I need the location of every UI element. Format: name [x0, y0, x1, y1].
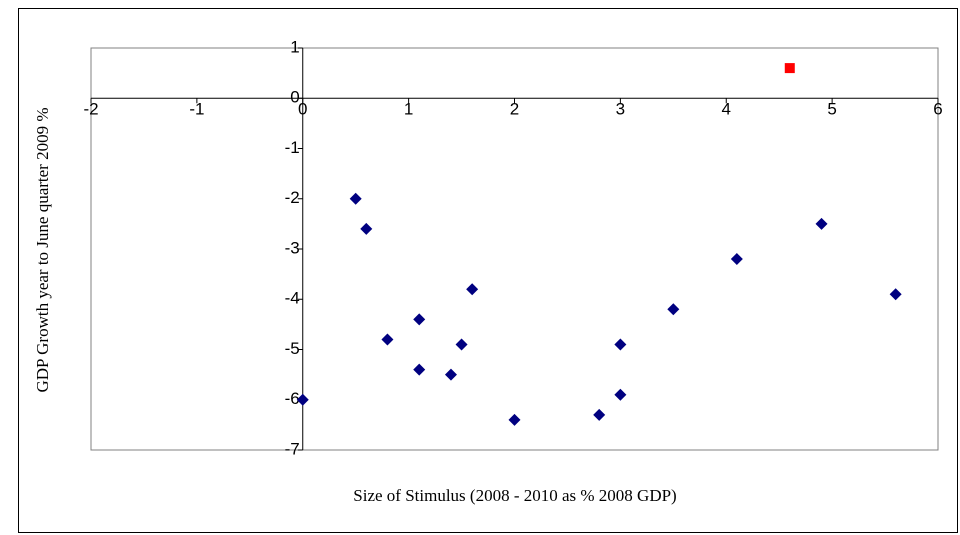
x-tick-label: 4	[722, 100, 731, 119]
y-tick-label: 0	[290, 88, 299, 107]
point	[381, 333, 394, 346]
point	[593, 408, 606, 421]
point	[444, 368, 457, 381]
point	[455, 338, 468, 351]
point	[815, 217, 828, 230]
point	[667, 303, 680, 316]
plot-area	[90, 47, 939, 451]
point	[413, 313, 426, 326]
y-axis-title: GDP Growth year to June quarter 2009 %	[33, 108, 52, 393]
point	[614, 388, 627, 401]
y-tick-label: -3	[285, 238, 300, 257]
x-tick-label: -2	[83, 100, 98, 119]
point	[296, 393, 309, 406]
x-tick-label: -1	[189, 100, 204, 119]
x-axis-title: Size of Stimulus (2008 - 2010 as % 2008 …	[353, 486, 676, 505]
x-tick-label: 6	[933, 100, 942, 119]
y-tick-label: -7	[285, 439, 300, 458]
point	[349, 192, 362, 205]
point	[413, 363, 426, 376]
point	[784, 63, 795, 74]
point	[889, 288, 902, 301]
y-tick-label: -4	[285, 289, 300, 308]
point	[360, 222, 373, 235]
x-tick-label: 5	[827, 100, 836, 119]
x-tick-label: 3	[616, 100, 625, 119]
x-tick-label: 2	[510, 100, 519, 119]
point	[466, 283, 479, 296]
point	[614, 338, 627, 351]
x-tick-label: 0	[298, 100, 307, 119]
y-tick-label: -2	[285, 188, 300, 207]
y-tick-label: 1	[290, 37, 299, 56]
y-tick-label: -1	[285, 138, 300, 157]
chart-frame	[18, 8, 958, 533]
point	[730, 253, 743, 266]
x-tick-label: 1	[404, 100, 413, 119]
y-tick-label: -6	[285, 389, 300, 408]
y-tick-label: -5	[285, 339, 300, 358]
point	[508, 413, 521, 426]
